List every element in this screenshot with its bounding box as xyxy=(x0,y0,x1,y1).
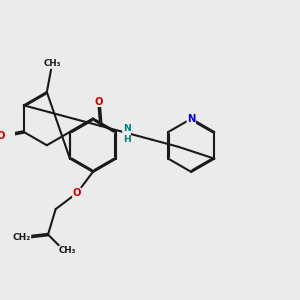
Text: CH₂: CH₂ xyxy=(13,233,31,242)
Text: O: O xyxy=(73,188,81,198)
Text: N
H: N H xyxy=(123,124,130,143)
Text: O: O xyxy=(95,97,103,106)
Text: O: O xyxy=(0,131,5,141)
Text: CH₃: CH₃ xyxy=(44,59,61,68)
Text: CH₃: CH₃ xyxy=(59,246,76,255)
Text: N: N xyxy=(187,114,195,124)
